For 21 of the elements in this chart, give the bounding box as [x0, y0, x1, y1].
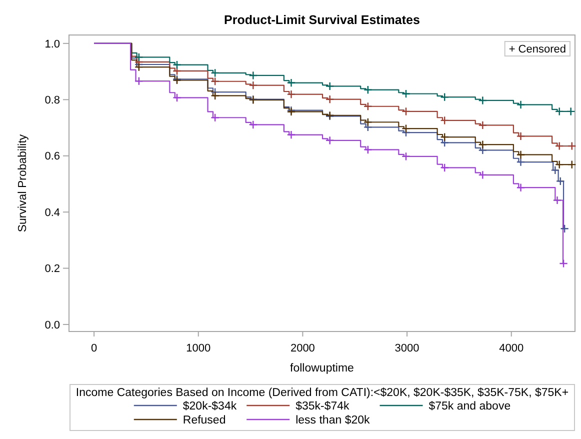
- annotation: + Censored: [508, 44, 566, 56]
- y-tick-label: 0.8: [44, 94, 60, 106]
- y-tick-label: 1.0: [44, 38, 60, 50]
- x-tick-label: 4000: [499, 342, 524, 354]
- legend-label: less than $20k: [296, 414, 370, 426]
- x-tick-label: 0: [90, 342, 98, 354]
- y-tick-label: 0.6: [44, 150, 60, 163]
- y-axis-title: Survival Probability: [17, 134, 29, 232]
- legend-label: $20k-$34k: [182, 400, 237, 412]
- chart-title: Product-Limit Survival Estimates: [224, 13, 420, 27]
- x-tick-label: 2000: [290, 342, 315, 354]
- x-tick-label: 1000: [186, 342, 211, 354]
- x-tick-label: 3000: [394, 342, 420, 354]
- y-tick-label: 0.4: [44, 206, 60, 219]
- legend-label: $75k and above: [428, 400, 511, 412]
- legend-label: $35k-$74k: [296, 400, 350, 412]
- legend-label: Refused: [182, 414, 226, 426]
- y-tick-label: 0.0: [44, 319, 60, 332]
- y-tick-label: 0.2: [44, 263, 60, 276]
- legend-title: Income Categories Based on Income (Derived from CATI):<$20K, $20K-$35K, $35K-75K, $75K+: [76, 387, 569, 399]
- x-axis-title: followuptime: [290, 362, 354, 374]
